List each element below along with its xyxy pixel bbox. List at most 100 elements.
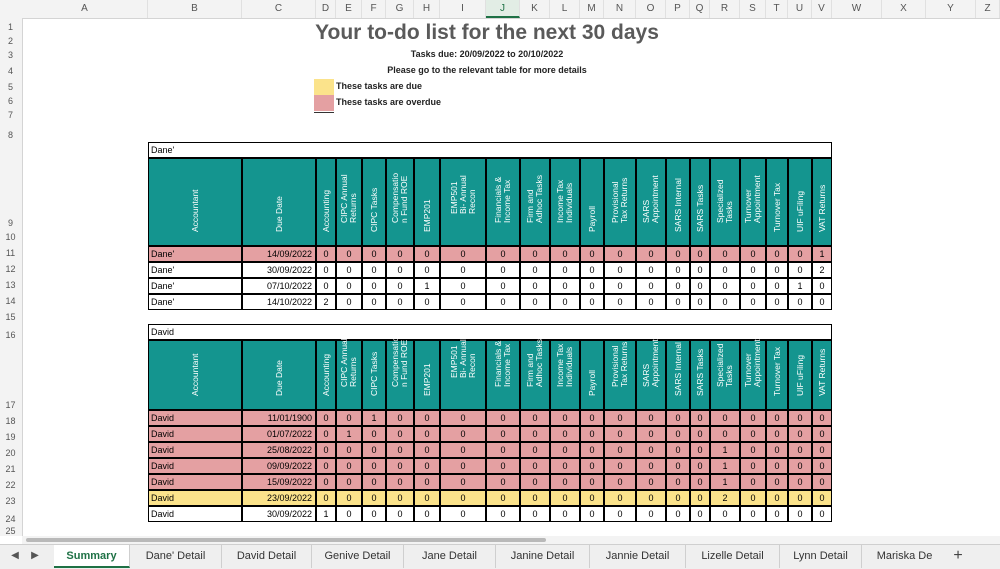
task-count-cell[interactable]: 0 — [580, 490, 604, 506]
accountant-cell[interactable]: Dane' — [148, 262, 242, 278]
task-count-cell[interactable]: 0 — [580, 474, 604, 490]
accountant-cell[interactable]: David — [148, 442, 242, 458]
task-count-cell[interactable]: 0 — [414, 294, 440, 310]
task-count-cell[interactable]: 0 — [788, 442, 812, 458]
task-count-cell[interactable]: 0 — [316, 426, 336, 442]
task-count-cell[interactable]: 0 — [336, 490, 362, 506]
task-count-cell[interactable]: 0 — [520, 294, 550, 310]
task-count-cell[interactable]: 0 — [386, 294, 414, 310]
task-count-cell[interactable]: 0 — [636, 294, 666, 310]
task-count-cell[interactable]: 0 — [636, 506, 666, 522]
task-count-cell[interactable]: 0 — [788, 246, 812, 262]
task-count-cell[interactable]: 0 — [636, 246, 666, 262]
column-heading[interactable]: Firm and Adhoc Tasks — [520, 339, 550, 410]
row-header-2[interactable]: 2 — [7, 36, 13, 46]
column-header-D[interactable]: D — [316, 0, 336, 18]
task-count-cell[interactable]: 0 — [440, 426, 486, 442]
task-count-cell[interactable]: 0 — [580, 506, 604, 522]
column-heading[interactable]: Specialized Tasks — [710, 340, 740, 410]
task-count-cell[interactable]: 0 — [666, 442, 690, 458]
task-count-cell[interactable]: 0 — [440, 506, 486, 522]
task-count-cell[interactable]: 0 — [336, 246, 362, 262]
task-count-cell[interactable]: 0 — [386, 442, 414, 458]
task-count-cell[interactable]: 0 — [580, 262, 604, 278]
task-count-cell[interactable]: 0 — [788, 490, 812, 506]
task-count-cell[interactable]: 0 — [740, 426, 766, 442]
row-header-15[interactable]: 15 — [5, 312, 16, 322]
due-date-cell[interactable]: 14/10/2022 — [242, 294, 316, 310]
column-header-N[interactable]: N — [604, 0, 636, 18]
task-count-cell[interactable]: 0 — [486, 442, 520, 458]
task-count-cell[interactable]: 0 — [550, 262, 580, 278]
task-count-cell[interactable]: 0 — [666, 458, 690, 474]
row-header-22[interactable]: 22 — [5, 480, 16, 490]
column-header-R[interactable]: R — [710, 0, 740, 18]
row-header-1[interactable]: 1 — [7, 22, 13, 32]
column-heading[interactable]: Turnover Appointment — [740, 339, 766, 410]
column-heading[interactable]: SARS Appointment — [636, 339, 666, 410]
triangle-right-icon[interactable]: ▶ — [31, 550, 39, 561]
row-header-17[interactable]: 17 — [5, 400, 16, 410]
task-count-cell[interactable]: 0 — [362, 474, 386, 490]
task-count-cell[interactable]: 0 — [362, 506, 386, 522]
task-count-cell[interactable]: 0 — [812, 426, 832, 442]
task-count-cell[interactable]: 0 — [362, 490, 386, 506]
accountant-cell[interactable]: Dane' — [148, 278, 242, 294]
task-count-cell[interactable]: 0 — [520, 426, 550, 442]
due-date-cell[interactable]: 15/09/2022 — [242, 474, 316, 490]
task-count-cell[interactable]: 0 — [812, 294, 832, 310]
task-count-cell[interactable]: 0 — [550, 410, 580, 426]
column-heading[interactable]: Accountant — [148, 340, 242, 410]
task-count-cell[interactable]: 0 — [386, 506, 414, 522]
task-count-cell[interactable]: 0 — [740, 278, 766, 294]
task-count-cell[interactable]: 0 — [604, 442, 636, 458]
column-header-X[interactable]: X — [882, 0, 926, 18]
task-count-cell[interactable]: 0 — [666, 506, 690, 522]
task-count-cell[interactable]: 0 — [316, 474, 336, 490]
column-heading[interactable]: CIPC Annual Returns — [336, 338, 362, 410]
task-count-cell[interactable]: 1 — [414, 278, 440, 294]
task-count-cell[interactable]: 0 — [604, 426, 636, 442]
accountant-cell[interactable]: David — [148, 506, 242, 522]
task-count-cell[interactable]: 0 — [362, 278, 386, 294]
task-count-cell[interactable]: 0 — [636, 458, 666, 474]
task-count-cell[interactable]: 0 — [604, 246, 636, 262]
row-header-13[interactable]: 13 — [5, 280, 16, 290]
task-count-cell[interactable]: 0 — [440, 278, 486, 294]
column-header-Q[interactable]: Q — [690, 0, 710, 18]
column-header-E[interactable]: E — [336, 0, 362, 18]
task-count-cell[interactable]: 1 — [788, 278, 812, 294]
task-count-cell[interactable]: 0 — [766, 506, 788, 522]
accountant-cell[interactable]: David — [148, 458, 242, 474]
column-header-V[interactable]: V — [812, 0, 832, 18]
task-count-cell[interactable]: 0 — [362, 426, 386, 442]
task-count-cell[interactable]: 0 — [740, 490, 766, 506]
row-header-5[interactable]: 5 — [7, 82, 13, 92]
task-count-cell[interactable]: 0 — [386, 246, 414, 262]
task-count-cell[interactable]: 0 — [440, 246, 486, 262]
task-count-cell[interactable]: 0 — [386, 458, 414, 474]
task-count-cell[interactable]: 0 — [414, 426, 440, 442]
row-header-23[interactable]: 23 — [5, 496, 16, 506]
task-count-cell[interactable]: 0 — [740, 410, 766, 426]
column-heading[interactable]: Income Tax Individuals — [550, 340, 580, 410]
task-count-cell[interactable]: 0 — [336, 262, 362, 278]
task-count-cell[interactable]: 0 — [604, 262, 636, 278]
task-count-cell[interactable]: 0 — [414, 410, 440, 426]
task-count-cell[interactable]: 0 — [486, 458, 520, 474]
task-count-cell[interactable]: 0 — [550, 458, 580, 474]
task-count-cell[interactable]: 0 — [666, 262, 690, 278]
task-count-cell[interactable]: 0 — [336, 278, 362, 294]
column-heading[interactable]: Turnover Tax — [766, 158, 788, 246]
column-heading[interactable]: SARS Tasks — [690, 158, 710, 246]
column-heading[interactable]: UIF uFiling — [788, 340, 812, 410]
column-heading[interactable]: SARS Internal — [666, 158, 690, 246]
task-count-cell[interactable]: 0 — [604, 294, 636, 310]
task-count-cell[interactable]: 0 — [362, 294, 386, 310]
column-header-J[interactable]: J — [486, 0, 520, 18]
task-count-cell[interactable]: 0 — [414, 474, 440, 490]
task-count-cell[interactable]: 0 — [636, 410, 666, 426]
column-header-P[interactable]: P — [666, 0, 690, 18]
column-header-C[interactable]: C — [242, 0, 316, 18]
sheet-tab[interactable]: Lizelle Detail — [686, 545, 780, 568]
